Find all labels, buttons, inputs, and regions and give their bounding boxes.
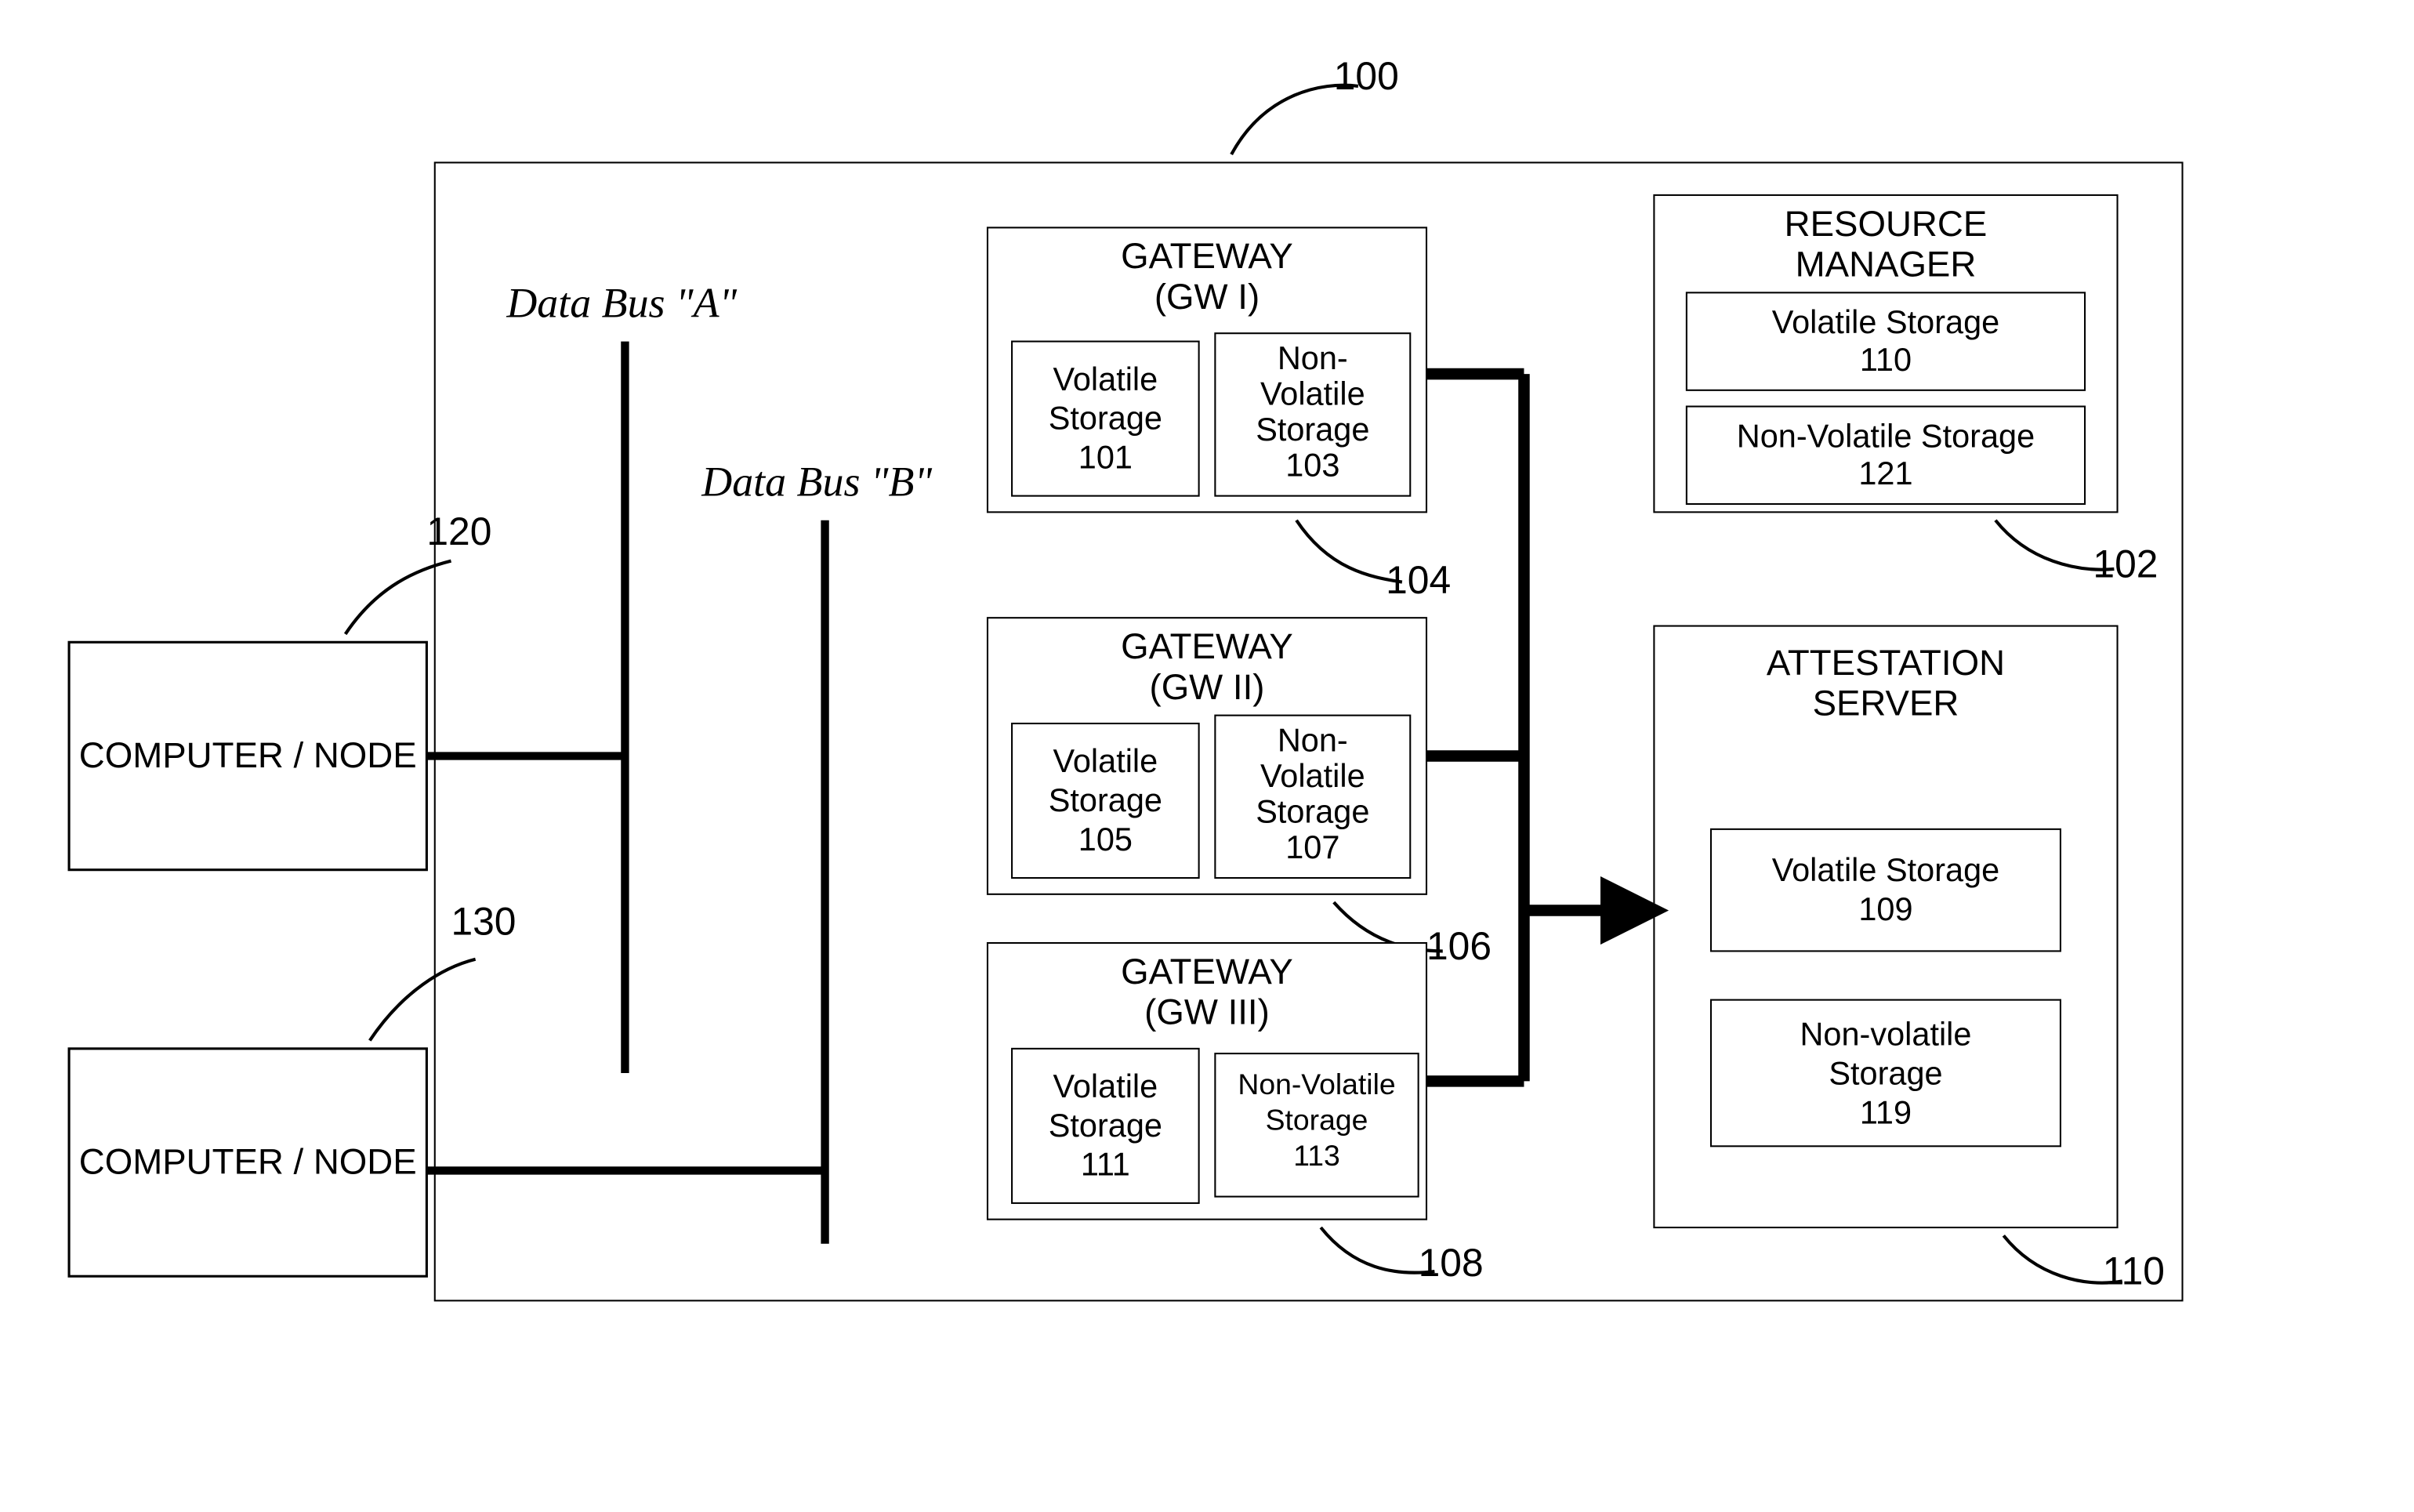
svg-text:110: 110	[2103, 1249, 2165, 1293]
svg-text:Non-Volatile: Non-Volatile	[1238, 1068, 1395, 1100]
svg-text:Volatile Storage: Volatile Storage	[1772, 851, 1999, 888]
svg-text:Non-volatile: Non-volatile	[1800, 1016, 1971, 1053]
svg-text:Non-Volatile Storage: Non-Volatile Storage	[1737, 417, 2035, 454]
svg-text:Volatile: Volatile	[1053, 1068, 1158, 1104]
svg-text:101: 101	[1078, 438, 1133, 475]
svg-text:ATTESTATION: ATTESTATION	[1767, 643, 2005, 683]
svg-text:Storage: Storage	[1266, 1104, 1368, 1137]
svg-text:107: 107	[1285, 829, 1339, 865]
svg-text:Volatile: Volatile	[1260, 375, 1365, 412]
svg-text:RESOURCE: RESOURCE	[1785, 204, 1988, 244]
svg-text:MANAGER: MANAGER	[1796, 245, 1977, 285]
svg-text:103: 103	[1285, 447, 1339, 484]
svg-text:Volatile: Volatile	[1260, 757, 1365, 794]
svg-text:105: 105	[1078, 821, 1133, 858]
svg-text:Storage: Storage	[1049, 400, 1162, 437]
svg-text:GATEWAY: GATEWAY	[1121, 626, 1293, 666]
svg-text:106: 106	[1426, 924, 1492, 968]
svg-text:GATEWAY: GATEWAY	[1121, 952, 1293, 992]
svg-text:GATEWAY: GATEWAY	[1121, 236, 1293, 276]
svg-text:100: 100	[1334, 54, 1399, 98]
svg-text:Volatile: Volatile	[1053, 742, 1158, 779]
svg-text:Storage: Storage	[1256, 411, 1369, 448]
svg-text:COMPUTER / NODE: COMPUTER / NODE	[79, 1142, 417, 1182]
svg-text:Storage: Storage	[1829, 1054, 1942, 1091]
svg-text:Volatile: Volatile	[1053, 361, 1158, 397]
svg-text:Storage: Storage	[1049, 1107, 1162, 1144]
svg-text:130: 130	[451, 900, 516, 944]
svg-text:(GW III): (GW III)	[1144, 992, 1270, 1032]
svg-text:102: 102	[2093, 542, 2158, 586]
svg-text:(GW II): (GW II)	[1150, 667, 1265, 707]
svg-text:COMPUTER / NODE: COMPUTER / NODE	[79, 735, 417, 775]
svg-text:110: 110	[1860, 341, 1912, 378]
svg-text:104: 104	[1386, 558, 1451, 602]
svg-text:121: 121	[1858, 455, 1912, 491]
svg-text:119: 119	[1860, 1093, 1912, 1130]
svg-text:Storage: Storage	[1049, 781, 1162, 818]
svg-text:Data Bus "A": Data Bus "A"	[506, 279, 737, 326]
svg-text:Non-: Non-	[1278, 721, 1348, 758]
svg-text:111: 111	[1081, 1146, 1130, 1183]
svg-text:120: 120	[426, 509, 491, 553]
svg-text:Data Bus "B": Data Bus "B"	[701, 459, 932, 506]
svg-text:(GW I): (GW I)	[1154, 277, 1260, 317]
svg-text:Non-: Non-	[1278, 339, 1348, 376]
svg-text:113: 113	[1293, 1139, 1340, 1172]
svg-text:Volatile Storage: Volatile Storage	[1772, 303, 1999, 340]
svg-text:Storage: Storage	[1256, 793, 1369, 830]
svg-text:109: 109	[1858, 890, 1912, 927]
svg-text:108: 108	[1419, 1241, 1484, 1285]
svg-text:SERVER: SERVER	[1813, 683, 1959, 723]
